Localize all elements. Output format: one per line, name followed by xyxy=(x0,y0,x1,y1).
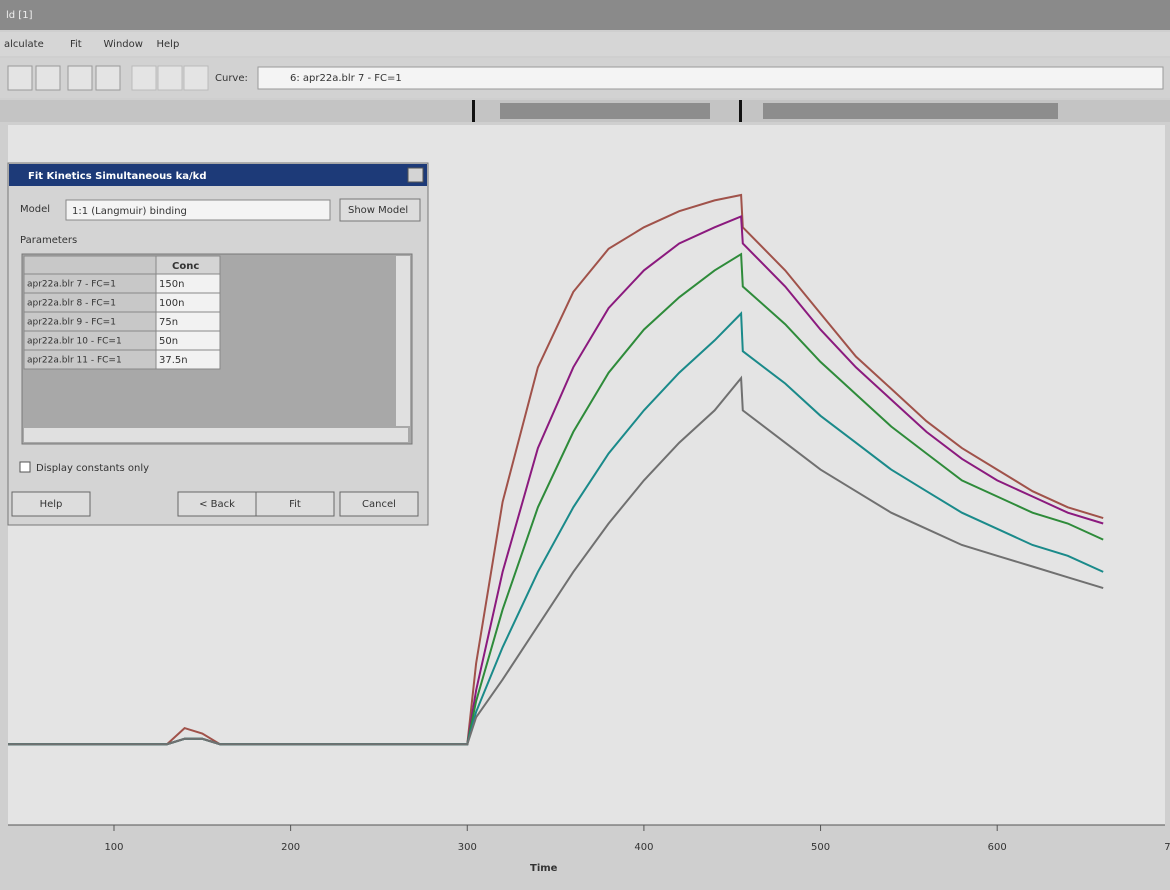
tool-button[interactable] xyxy=(68,66,92,90)
ruler-marker xyxy=(472,100,475,122)
dialog-button-label: Cancel xyxy=(362,499,396,510)
ruler-marker xyxy=(739,100,742,122)
curve-label: Curve: xyxy=(215,73,248,84)
checkbox-label: Display constants only xyxy=(36,463,149,474)
ruler-bar xyxy=(500,103,710,119)
conc-value: 37.5n xyxy=(159,355,188,366)
checkbox[interactable] xyxy=(20,462,30,472)
tool-button[interactable] xyxy=(96,66,120,90)
dialog: Fit Kinetics Simultaneous ka/kd Model 1:… xyxy=(8,163,428,525)
conc-value: 75n xyxy=(159,317,178,328)
x-tick-label: 400 xyxy=(634,842,653,853)
page: ld [1] alculate Fit Window Help Curve: 6: a… xyxy=(0,0,1170,890)
x-tick-label: 700 xyxy=(1164,842,1170,853)
title-bar xyxy=(0,0,1170,30)
menu-item[interactable]: Fit xyxy=(70,39,82,50)
row-name: apr22a.blr 7 - FC=1 xyxy=(27,280,116,290)
conc-value: 100n xyxy=(159,298,184,309)
row-name: apr22a.blr 8 - FC=1 xyxy=(27,299,116,309)
ruler-bar xyxy=(763,103,1058,119)
curve-value: 6: apr22a.blr 7 - FC=1 xyxy=(290,73,402,84)
x-axis-label: Time xyxy=(530,863,558,874)
table-corner xyxy=(24,256,156,274)
menu-item[interactable]: Help xyxy=(157,39,180,50)
tool-button[interactable] xyxy=(158,66,182,90)
scrollbar[interactable] xyxy=(396,256,410,426)
tool-button[interactable] xyxy=(132,66,156,90)
x-tick-label: 600 xyxy=(988,842,1007,853)
row-name: apr22a.blr 10 - FC=1 xyxy=(27,337,122,347)
dialog-button-label: < Back xyxy=(199,499,235,510)
show-model-label: Show Model xyxy=(348,205,408,216)
conc-value: 50n xyxy=(159,336,178,347)
model-value: 1:1 (Langmuir) binding xyxy=(72,206,187,217)
menu-item[interactable]: Window xyxy=(104,39,143,50)
dialog-button-label: Fit xyxy=(289,499,301,510)
scrollbar[interactable] xyxy=(24,428,408,442)
x-tick-label: 500 xyxy=(811,842,830,853)
dialog-title: Fit Kinetics Simultaneous ka/kd xyxy=(28,171,206,182)
row-name: apr22a.blr 9 - FC=1 xyxy=(27,318,116,328)
x-tick-label: 100 xyxy=(104,842,123,853)
model-label: Model xyxy=(20,204,50,215)
window-title: ld [1] xyxy=(6,10,33,21)
close-button[interactable] xyxy=(408,168,423,182)
x-tick-label: 300 xyxy=(458,842,477,853)
dialog-button-label: Help xyxy=(40,499,63,510)
tool-button[interactable] xyxy=(36,66,60,90)
row-name: apr22a.blr 11 - FC=1 xyxy=(27,356,122,366)
tool-button[interactable] xyxy=(184,66,208,90)
screen: ld [1] alculate Fit Window Help Curve: 6: a… xyxy=(0,0,1170,890)
table-header: Conc xyxy=(172,261,199,272)
tool-button[interactable] xyxy=(8,66,32,90)
parameters-label: Parameters xyxy=(20,235,77,246)
conc-value: 150n xyxy=(159,279,184,290)
menu-item[interactable]: alculate xyxy=(4,39,44,50)
x-tick-label: 200 xyxy=(281,842,300,853)
